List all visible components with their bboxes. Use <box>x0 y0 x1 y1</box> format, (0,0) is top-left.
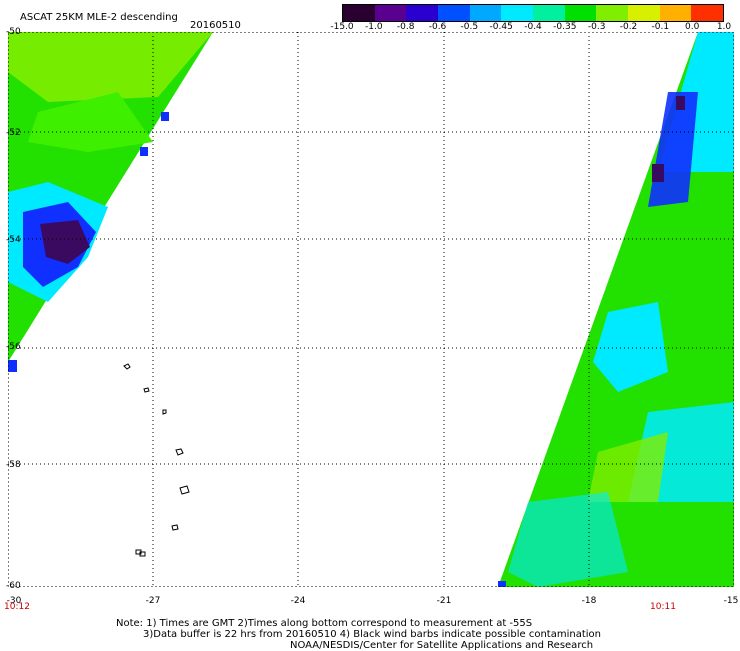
swath-right-lime <box>588 432 668 502</box>
note-line-1: Note: 1) Times are GMT 2)Times along bot… <box>116 618 533 629</box>
left-swath <box>8 32 213 372</box>
x-label-30: -30 <box>6 596 22 606</box>
colorbar-label-1: -1.0 <box>365 22 383 32</box>
swath-left-speck-2 <box>140 147 148 156</box>
x-label-24: -24 <box>290 596 306 606</box>
swath-left-edge-blue <box>8 360 17 372</box>
swath-left-purple <box>40 220 90 264</box>
map-border <box>8 32 734 587</box>
colorbar-label-10: -0.1 <box>651 22 670 32</box>
colorbar-label-0: -15.0 <box>330 22 354 32</box>
colorbar-swatch-0 <box>343 5 375 21</box>
colorbar <box>342 4 724 22</box>
colorbar-swatch-9 <box>628 5 660 21</box>
x-label-27: -27 <box>145 596 161 606</box>
swath-left-speck <box>161 112 169 121</box>
swath-right-purple-2 <box>652 164 664 182</box>
map-title: ASCAT 25KM MLE-2 descending <box>20 12 178 23</box>
y-label-58: -58 <box>6 460 21 470</box>
y-label-54: -54 <box>6 235 21 245</box>
swath-left-lime <box>8 32 213 102</box>
colorbar-label-7: -0.35 <box>553 22 577 32</box>
x-label-18: -18 <box>581 596 597 606</box>
colorbar-label-11: 0.0 <box>684 22 700 32</box>
island-2 <box>143 387 150 393</box>
island-8 <box>139 551 146 557</box>
colorbar-label-3: -0.6 <box>428 22 447 32</box>
colorbar-swatch-5 <box>501 5 534 21</box>
colorbar-swatch-10 <box>659 5 692 21</box>
map-date: 20160510 <box>190 20 241 31</box>
map-grid <box>8 32 734 587</box>
note-line-3: NOAA/NESDIS/Center for Satellite Applica… <box>290 640 594 651</box>
y-label-52: -52 <box>6 128 21 138</box>
note-line-2: 3)Data buffer is 22 hrs from 20160510 4)… <box>143 629 601 640</box>
colorbar-label-5: -0.45 <box>489 22 513 32</box>
island-7 <box>135 549 142 555</box>
map-canvas <box>8 32 734 587</box>
swath-right-cyan-bottom <box>508 492 628 587</box>
y-label-60: -60 <box>6 581 21 591</box>
time-right: 10:11 <box>650 602 676 612</box>
colorbar-label-6: -0.4 <box>524 22 542 32</box>
colorbar-swatch-6 <box>533 5 565 21</box>
swath-right-purple-1 <box>676 96 685 110</box>
colorbar-swatch-3 <box>438 5 470 21</box>
swath-right-cyan-mid <box>593 302 668 392</box>
map-panel <box>8 32 734 587</box>
colorbar-label-2: -0.8 <box>396 22 415 32</box>
island-1 <box>123 363 131 370</box>
colorbar-swatch-8 <box>596 5 629 21</box>
right-swath <box>498 32 734 587</box>
colorbar-swatch-7 <box>564 5 597 21</box>
island-4 <box>175 448 184 456</box>
island-5 <box>179 485 190 495</box>
swath-right-corner <box>498 581 506 587</box>
colorbar-swatch-11 <box>691 5 724 21</box>
colorbar-label-4: -0.5 <box>460 22 479 32</box>
colorbar-label-8: -0.3 <box>587 22 606 32</box>
x-label-15: -15 <box>723 596 739 606</box>
swath-left-green <box>28 92 153 152</box>
colorbar-swatch-4 <box>469 5 502 21</box>
colorbar-swatch-1 <box>374 5 407 21</box>
y-label-56: -56 <box>6 342 21 352</box>
x-label-21: -21 <box>436 596 452 606</box>
colorbar-label-12: 1.0 <box>716 22 732 32</box>
colorbar-label-9: -0.2 <box>619 22 638 32</box>
island-outlines <box>123 363 190 557</box>
time-left: 10:12 <box>4 602 30 612</box>
island-3 <box>162 409 167 415</box>
colorbar-swatch-2 <box>406 5 439 21</box>
y-label-50: -50 <box>6 27 21 37</box>
island-6 <box>171 524 179 531</box>
